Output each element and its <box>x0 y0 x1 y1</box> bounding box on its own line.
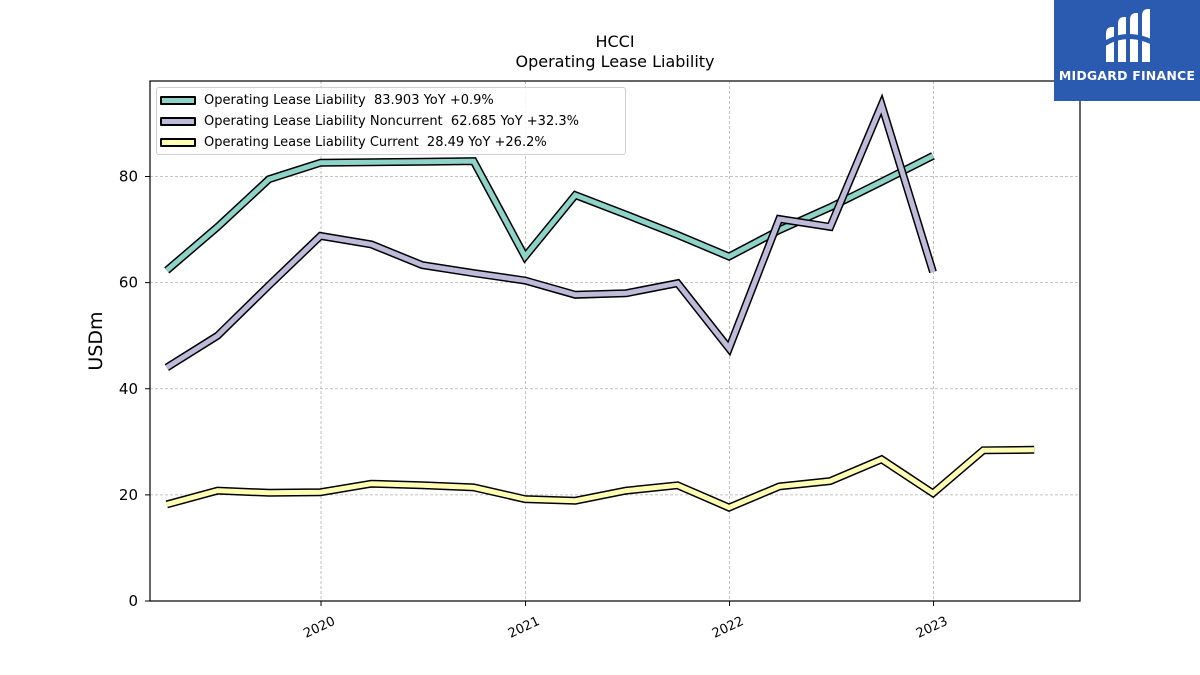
y-tick-label: 20 <box>119 486 138 504</box>
x-tick-label: 2023 <box>914 614 950 642</box>
legend-swatch-current <box>160 137 196 147</box>
logo-text: MIDGARD FINANCE <box>1058 68 1196 83</box>
plot-frame <box>149 80 1081 602</box>
series-lines <box>164 93 1035 512</box>
legend-swatch-noncurrent <box>160 116 196 126</box>
chart-legend: Operating Lease Liability 83.903 YoY +0.… <box>156 87 626 155</box>
brand-logo: MIDGARD FINANCE <box>1054 0 1200 101</box>
legend-item-current: Operating Lease Liability Current 28.49 … <box>157 132 547 152</box>
y-tick-label: 0 <box>128 592 138 610</box>
y-axis-label: USDm <box>85 311 107 370</box>
y-tick-label: 80 <box>119 168 138 186</box>
logo-mark-icon <box>1102 9 1154 62</box>
y-tick-label: 40 <box>119 380 138 398</box>
series-line-0 <box>165 153 935 273</box>
legend-item-noncurrent: Operating Lease Liability Noncurrent 62.… <box>157 111 579 131</box>
series-line-1 <box>165 97 936 370</box>
chart-subtitle: Operating Lease Liability <box>515 52 715 71</box>
legend-label-total: Operating Lease Liability 83.903 YoY +0.… <box>204 92 494 108</box>
legend-swatch-total <box>160 95 196 105</box>
grid-lines <box>150 81 1080 601</box>
series-line-2 <box>166 447 1035 511</box>
series-outline-2 <box>165 445 1035 512</box>
legend-item-total: Operating Lease Liability 83.903 YoY +0.… <box>157 90 494 110</box>
legend-label-current: Operating Lease Liability Current 28.49 … <box>204 134 547 150</box>
chart-title: HCCI <box>595 32 635 51</box>
x-tick-label: 2022 <box>710 614 746 642</box>
legend-label-noncurrent: Operating Lease Liability Noncurrent 62.… <box>204 113 579 129</box>
x-tick-label: 2020 <box>301 614 337 642</box>
y-tick-label: 60 <box>119 274 138 292</box>
x-tick-label: 2021 <box>506 614 542 642</box>
